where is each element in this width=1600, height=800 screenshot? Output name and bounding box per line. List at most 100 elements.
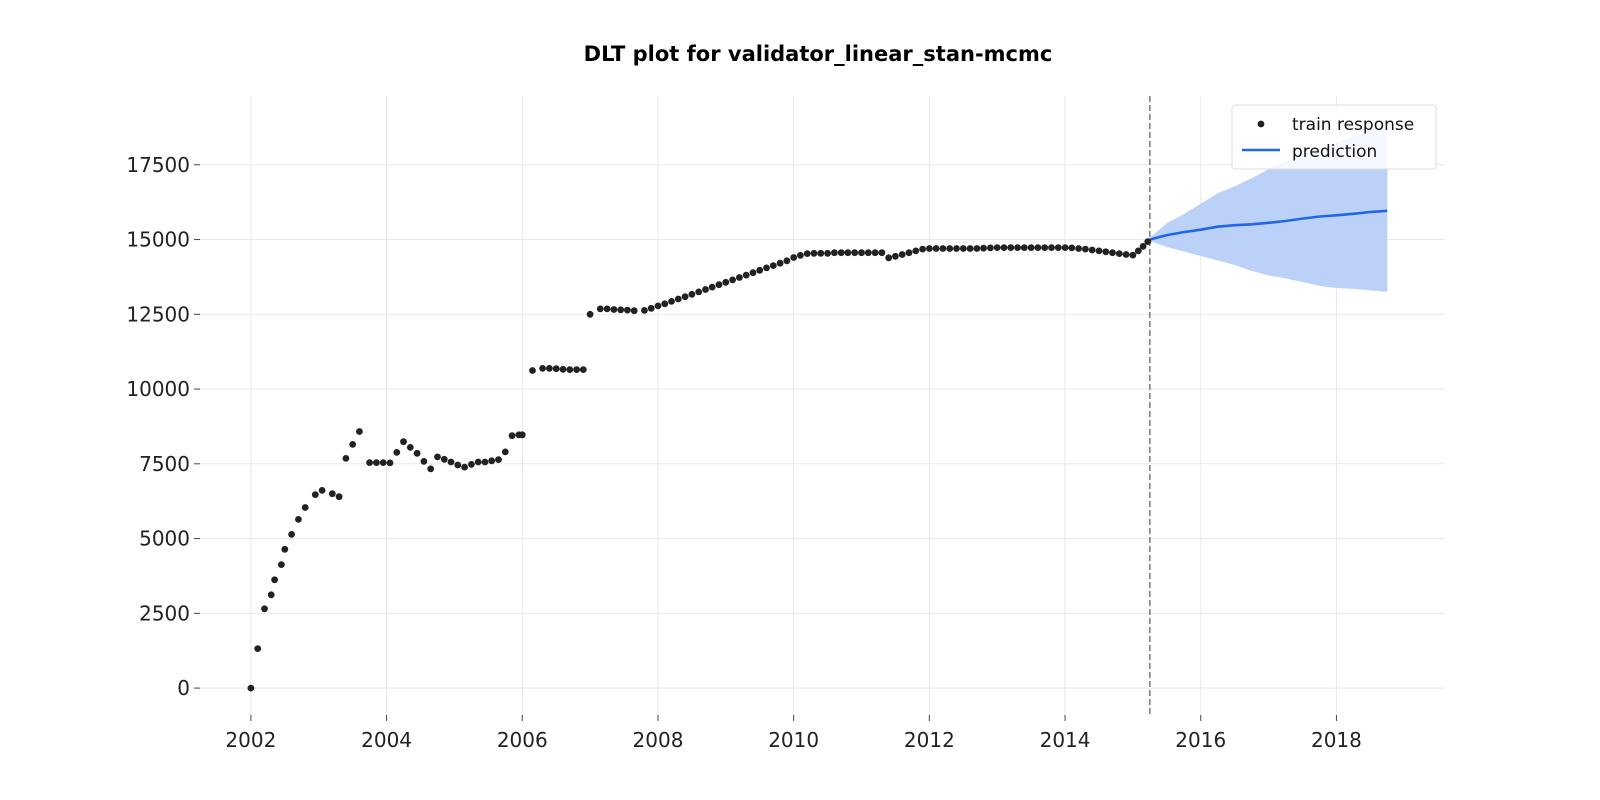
train-point	[641, 307, 648, 314]
train-point	[366, 459, 373, 466]
train-point	[763, 264, 770, 272]
x-tick-label: 2018	[1311, 728, 1362, 752]
y-axis: 0 2500 5000 7500 10000 12500 15000 17500	[126, 153, 200, 700]
x-tick-label: 2010	[768, 728, 819, 752]
train-point	[1129, 251, 1137, 259]
train-point	[688, 290, 696, 298]
train-point	[610, 306, 618, 313]
train-point	[1139, 243, 1147, 250]
train-point	[1102, 248, 1110, 256]
train-point	[926, 245, 933, 252]
train-point	[603, 305, 611, 313]
grid	[200, 96, 1445, 715]
x-tick-label: 2008	[633, 728, 684, 752]
train-point	[1020, 244, 1028, 252]
train-point	[508, 432, 516, 440]
train-point	[1034, 244, 1042, 252]
train-point	[1122, 251, 1130, 258]
x-tick-label: 2016	[1175, 728, 1226, 752]
train-point	[1041, 244, 1049, 252]
train-point	[1082, 245, 1089, 253]
train-point	[481, 458, 489, 466]
train-point	[454, 461, 462, 469]
train-point	[295, 516, 302, 523]
train-point	[393, 449, 401, 456]
train-point	[831, 249, 838, 257]
train-point	[919, 245, 926, 253]
train-point	[579, 366, 587, 373]
train-point	[1061, 244, 1069, 252]
train-point	[566, 366, 574, 373]
train-point	[301, 504, 309, 511]
chart-title: DLT plot for validator_linear_stan-mcmc	[584, 42, 1053, 66]
legend: train response prediction	[1231, 104, 1437, 170]
y-tick-label: 12500	[126, 302, 190, 326]
train-point	[939, 245, 947, 252]
train-point	[736, 274, 743, 281]
train-point	[674, 295, 682, 303]
y-tick-label: 0	[177, 676, 190, 700]
train-point	[440, 455, 448, 463]
train-point	[756, 266, 764, 274]
train-point	[1014, 244, 1021, 252]
x-tick-label: 2002	[225, 728, 276, 752]
train-point	[1007, 244, 1015, 252]
train-point	[993, 244, 1001, 252]
prediction-series	[1149, 209, 1388, 241]
train-point	[892, 252, 899, 260]
train-point	[980, 244, 987, 252]
train-point	[647, 304, 655, 312]
train-point	[722, 278, 730, 286]
train-point	[495, 456, 502, 463]
legend-label-train: train response	[1292, 115, 1414, 135]
train-point	[335, 493, 343, 501]
train-point	[552, 365, 560, 373]
train-point	[559, 365, 567, 373]
train-point	[447, 458, 455, 466]
train-point	[342, 455, 350, 462]
train-point	[1144, 238, 1152, 246]
train-point	[288, 531, 295, 538]
train-point	[932, 245, 940, 252]
train-point	[776, 259, 784, 267]
train-point	[474, 458, 482, 466]
train-point	[898, 251, 906, 258]
train-point	[247, 684, 255, 692]
train-point	[546, 365, 553, 372]
train-point	[278, 561, 285, 568]
train-point	[858, 249, 865, 257]
train-point	[379, 459, 387, 466]
train-point	[987, 244, 994, 252]
train-point	[400, 438, 407, 446]
train-point	[1088, 246, 1096, 254]
train-point	[349, 441, 357, 448]
train-point	[871, 249, 879, 257]
train-point	[837, 249, 845, 257]
train-point	[797, 252, 804, 259]
train-point	[790, 254, 798, 261]
train-point	[844, 249, 852, 257]
train-point	[573, 366, 580, 373]
train-point	[1075, 245, 1082, 252]
train-response-series	[247, 238, 1152, 692]
train-point	[617, 306, 625, 314]
train-point	[1134, 247, 1142, 255]
y-tick-label: 10000	[126, 377, 190, 401]
train-point	[824, 249, 831, 257]
train-point	[810, 249, 818, 257]
train-point	[708, 283, 716, 291]
train-point	[1068, 244, 1076, 252]
train-point	[1027, 244, 1035, 252]
train-point	[518, 431, 526, 439]
train-point	[356, 428, 363, 435]
y-tick-label: 5000	[139, 527, 190, 551]
train-point	[729, 276, 736, 284]
train-point	[654, 302, 662, 310]
train-point	[912, 247, 920, 255]
train-point	[413, 449, 421, 457]
x-tick-label: 2014	[1040, 728, 1091, 752]
y-tick-label: 15000	[126, 228, 190, 252]
train-point	[406, 444, 414, 451]
train-point	[1095, 247, 1103, 255]
